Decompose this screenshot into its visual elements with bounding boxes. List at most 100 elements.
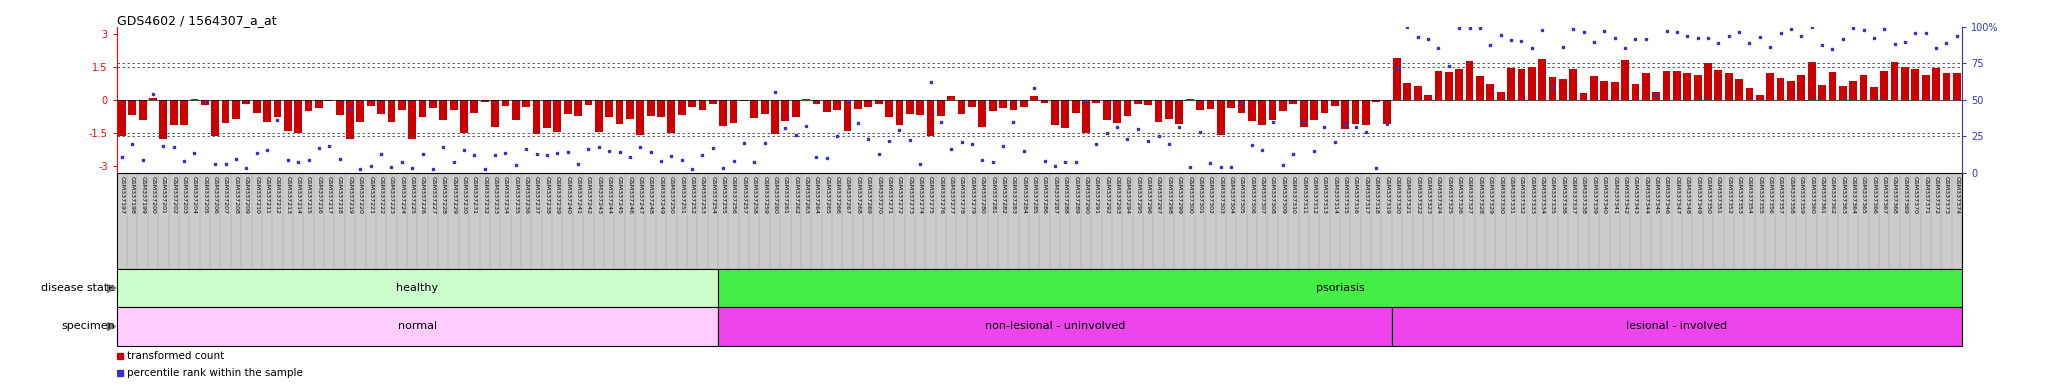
Text: GDS4602 / 1564307_a_at: GDS4602 / 1564307_a_at: [117, 14, 276, 27]
Bar: [1735, 79, 1743, 100]
Text: GSM337249: GSM337249: [659, 176, 664, 214]
Bar: [129, 100, 135, 115]
Bar: [1788, 81, 1794, 100]
Bar: [1331, 100, 1339, 106]
Text: GSM337316: GSM337316: [1354, 176, 1358, 214]
Text: GSM337303: GSM337303: [1219, 176, 1223, 214]
Bar: [481, 100, 489, 102]
Text: GSM337324: GSM337324: [1436, 176, 1442, 214]
Text: GSM337237: GSM337237: [535, 176, 539, 214]
Text: GSM337217: GSM337217: [328, 176, 332, 214]
Text: GSM337277: GSM337277: [948, 176, 954, 214]
Text: GSM337301: GSM337301: [1198, 176, 1202, 214]
Bar: [1114, 100, 1120, 123]
Text: GSM337358: GSM337358: [1788, 176, 1794, 214]
Text: GSM337263: GSM337263: [803, 176, 809, 214]
Bar: [1446, 72, 1452, 100]
Text: GSM337371: GSM337371: [1923, 176, 1929, 214]
Text: GSM337209: GSM337209: [244, 176, 248, 214]
Bar: [532, 100, 541, 134]
Bar: [428, 100, 436, 108]
Bar: [201, 100, 209, 106]
Text: GSM337229: GSM337229: [451, 176, 457, 214]
Bar: [1839, 86, 1847, 100]
Bar: [1518, 69, 1526, 100]
Text: GSM337283: GSM337283: [1012, 176, 1016, 214]
Bar: [584, 100, 592, 105]
Text: GSM337361: GSM337361: [1819, 176, 1825, 214]
Text: GSM337271: GSM337271: [887, 176, 891, 214]
Bar: [1673, 71, 1681, 100]
Text: GSM337344: GSM337344: [1642, 176, 1649, 214]
Text: GSM337341: GSM337341: [1612, 176, 1618, 214]
Bar: [1280, 100, 1286, 111]
Bar: [1642, 73, 1651, 100]
Bar: [231, 100, 240, 119]
Text: GSM337221: GSM337221: [369, 176, 373, 214]
Text: GSM337205: GSM337205: [203, 176, 207, 214]
Bar: [1745, 88, 1753, 100]
Bar: [1393, 307, 1962, 346]
Text: GSM337251: GSM337251: [680, 176, 684, 214]
Bar: [823, 100, 831, 112]
Text: GSM337268: GSM337268: [856, 176, 860, 214]
Bar: [1683, 73, 1692, 100]
Text: GSM337297: GSM337297: [1155, 176, 1161, 214]
Text: GSM337293: GSM337293: [1114, 176, 1120, 214]
Bar: [864, 100, 872, 106]
Bar: [1071, 100, 1079, 113]
Bar: [1538, 60, 1546, 100]
Text: GSM337295: GSM337295: [1135, 176, 1141, 214]
Text: GSM337212: GSM337212: [274, 176, 281, 214]
Bar: [989, 100, 997, 111]
Bar: [657, 100, 666, 117]
Bar: [1196, 100, 1204, 110]
Bar: [1870, 86, 1878, 100]
Text: GSM337220: GSM337220: [358, 176, 362, 214]
Text: specimen: specimen: [61, 321, 115, 331]
Text: GSM337321: GSM337321: [1405, 176, 1409, 214]
Bar: [117, 269, 719, 307]
Text: GSM337257: GSM337257: [741, 176, 745, 214]
Bar: [915, 100, 924, 114]
Text: GSM337240: GSM337240: [565, 176, 569, 214]
Bar: [844, 100, 852, 131]
Text: GSM337336: GSM337336: [1561, 176, 1565, 214]
Bar: [1145, 100, 1153, 105]
Text: GSM337241: GSM337241: [575, 176, 580, 214]
Bar: [895, 100, 903, 124]
Bar: [543, 100, 551, 128]
Text: GSM337374: GSM337374: [1954, 176, 1960, 214]
Text: GSM337287: GSM337287: [1053, 176, 1057, 214]
Text: GSM337292: GSM337292: [1104, 176, 1110, 214]
Bar: [1599, 81, 1608, 100]
Text: GSM337367: GSM337367: [1882, 176, 1886, 214]
Bar: [1901, 67, 1909, 100]
Bar: [1393, 58, 1401, 100]
Bar: [1423, 95, 1432, 100]
Text: GSM337326: GSM337326: [1456, 176, 1462, 214]
Bar: [119, 100, 125, 136]
Bar: [698, 100, 707, 110]
Text: GSM337333: GSM337333: [1530, 176, 1534, 214]
Bar: [295, 100, 301, 132]
Text: GSM337280: GSM337280: [979, 176, 985, 214]
Text: GSM337310: GSM337310: [1290, 176, 1296, 214]
Text: GSM337265: GSM337265: [825, 176, 829, 214]
Bar: [1612, 82, 1618, 100]
Text: GSM337372: GSM337372: [1933, 176, 1939, 214]
Bar: [1663, 71, 1671, 100]
Bar: [1372, 100, 1380, 102]
Bar: [606, 100, 612, 117]
Bar: [1559, 79, 1567, 100]
Bar: [750, 100, 758, 118]
Bar: [979, 100, 987, 127]
Bar: [1579, 93, 1587, 100]
Text: GSM337318: GSM337318: [1374, 176, 1378, 214]
Text: GSM337281: GSM337281: [991, 176, 995, 214]
Text: GSM337266: GSM337266: [836, 176, 840, 214]
Bar: [1092, 100, 1100, 103]
Bar: [1341, 100, 1350, 129]
Bar: [336, 100, 344, 115]
Text: GSM337288: GSM337288: [1063, 176, 1067, 214]
